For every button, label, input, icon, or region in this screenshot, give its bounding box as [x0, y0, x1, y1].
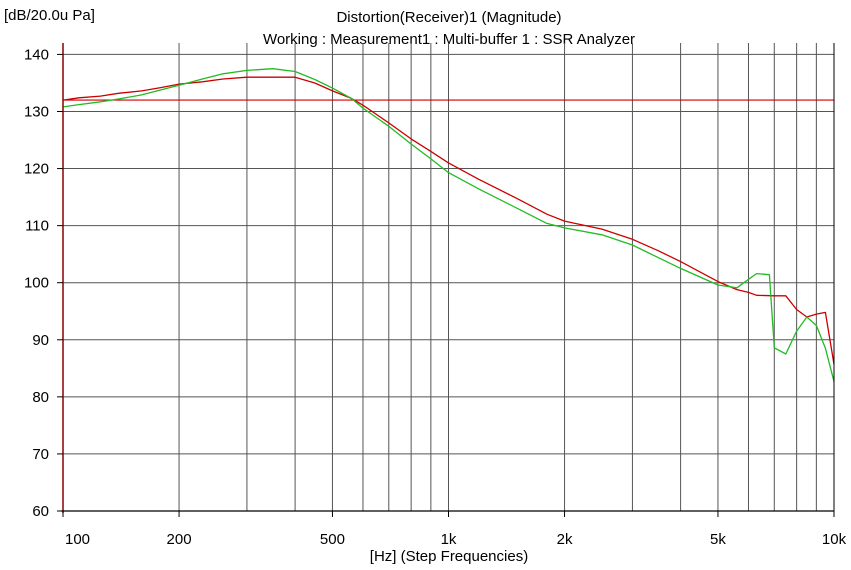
y-tick-label: 60 [32, 503, 49, 520]
x-tick-label: 500 [320, 531, 345, 548]
x-tick-label: 1k [441, 531, 457, 548]
chart-title: Distortion(Receiver)1 (Magnitude) [336, 9, 561, 26]
y-tick-label: 70 [32, 446, 49, 463]
axes [57, 43, 835, 517]
y-unit-label: [dB/20.0u Pa] [4, 7, 95, 24]
chart-subtitle: Working : Measurement1 : Multi-buffer 1 … [263, 31, 635, 48]
y-tick-label: 100 [24, 275, 49, 292]
x-tick-label: 10k [822, 531, 847, 548]
y-tick-label: 140 [24, 46, 49, 63]
y-tick-label: 80 [32, 389, 49, 406]
tick-labels: 60 70 80 90 100 110 120 130 140 100 200 500 1k 2k 5k 10… [24, 46, 847, 548]
x-axis-label: [Hz] (Step Frequencies) [370, 548, 528, 565]
y-tick-label: 130 [24, 103, 49, 120]
series-layer [62, 68, 835, 382]
x-tick-label: 5k [710, 531, 726, 548]
grid-lines [63, 43, 834, 511]
y-tick-label: 110 [25, 218, 49, 235]
y-tick-label: 120 [24, 161, 49, 178]
x-tick-label: 100 [65, 531, 90, 548]
series-line-2 [62, 68, 835, 382]
x-tick-label: 200 [167, 531, 192, 548]
x-tick-label: 2k [557, 531, 573, 548]
y-tick-label: 90 [32, 332, 49, 349]
